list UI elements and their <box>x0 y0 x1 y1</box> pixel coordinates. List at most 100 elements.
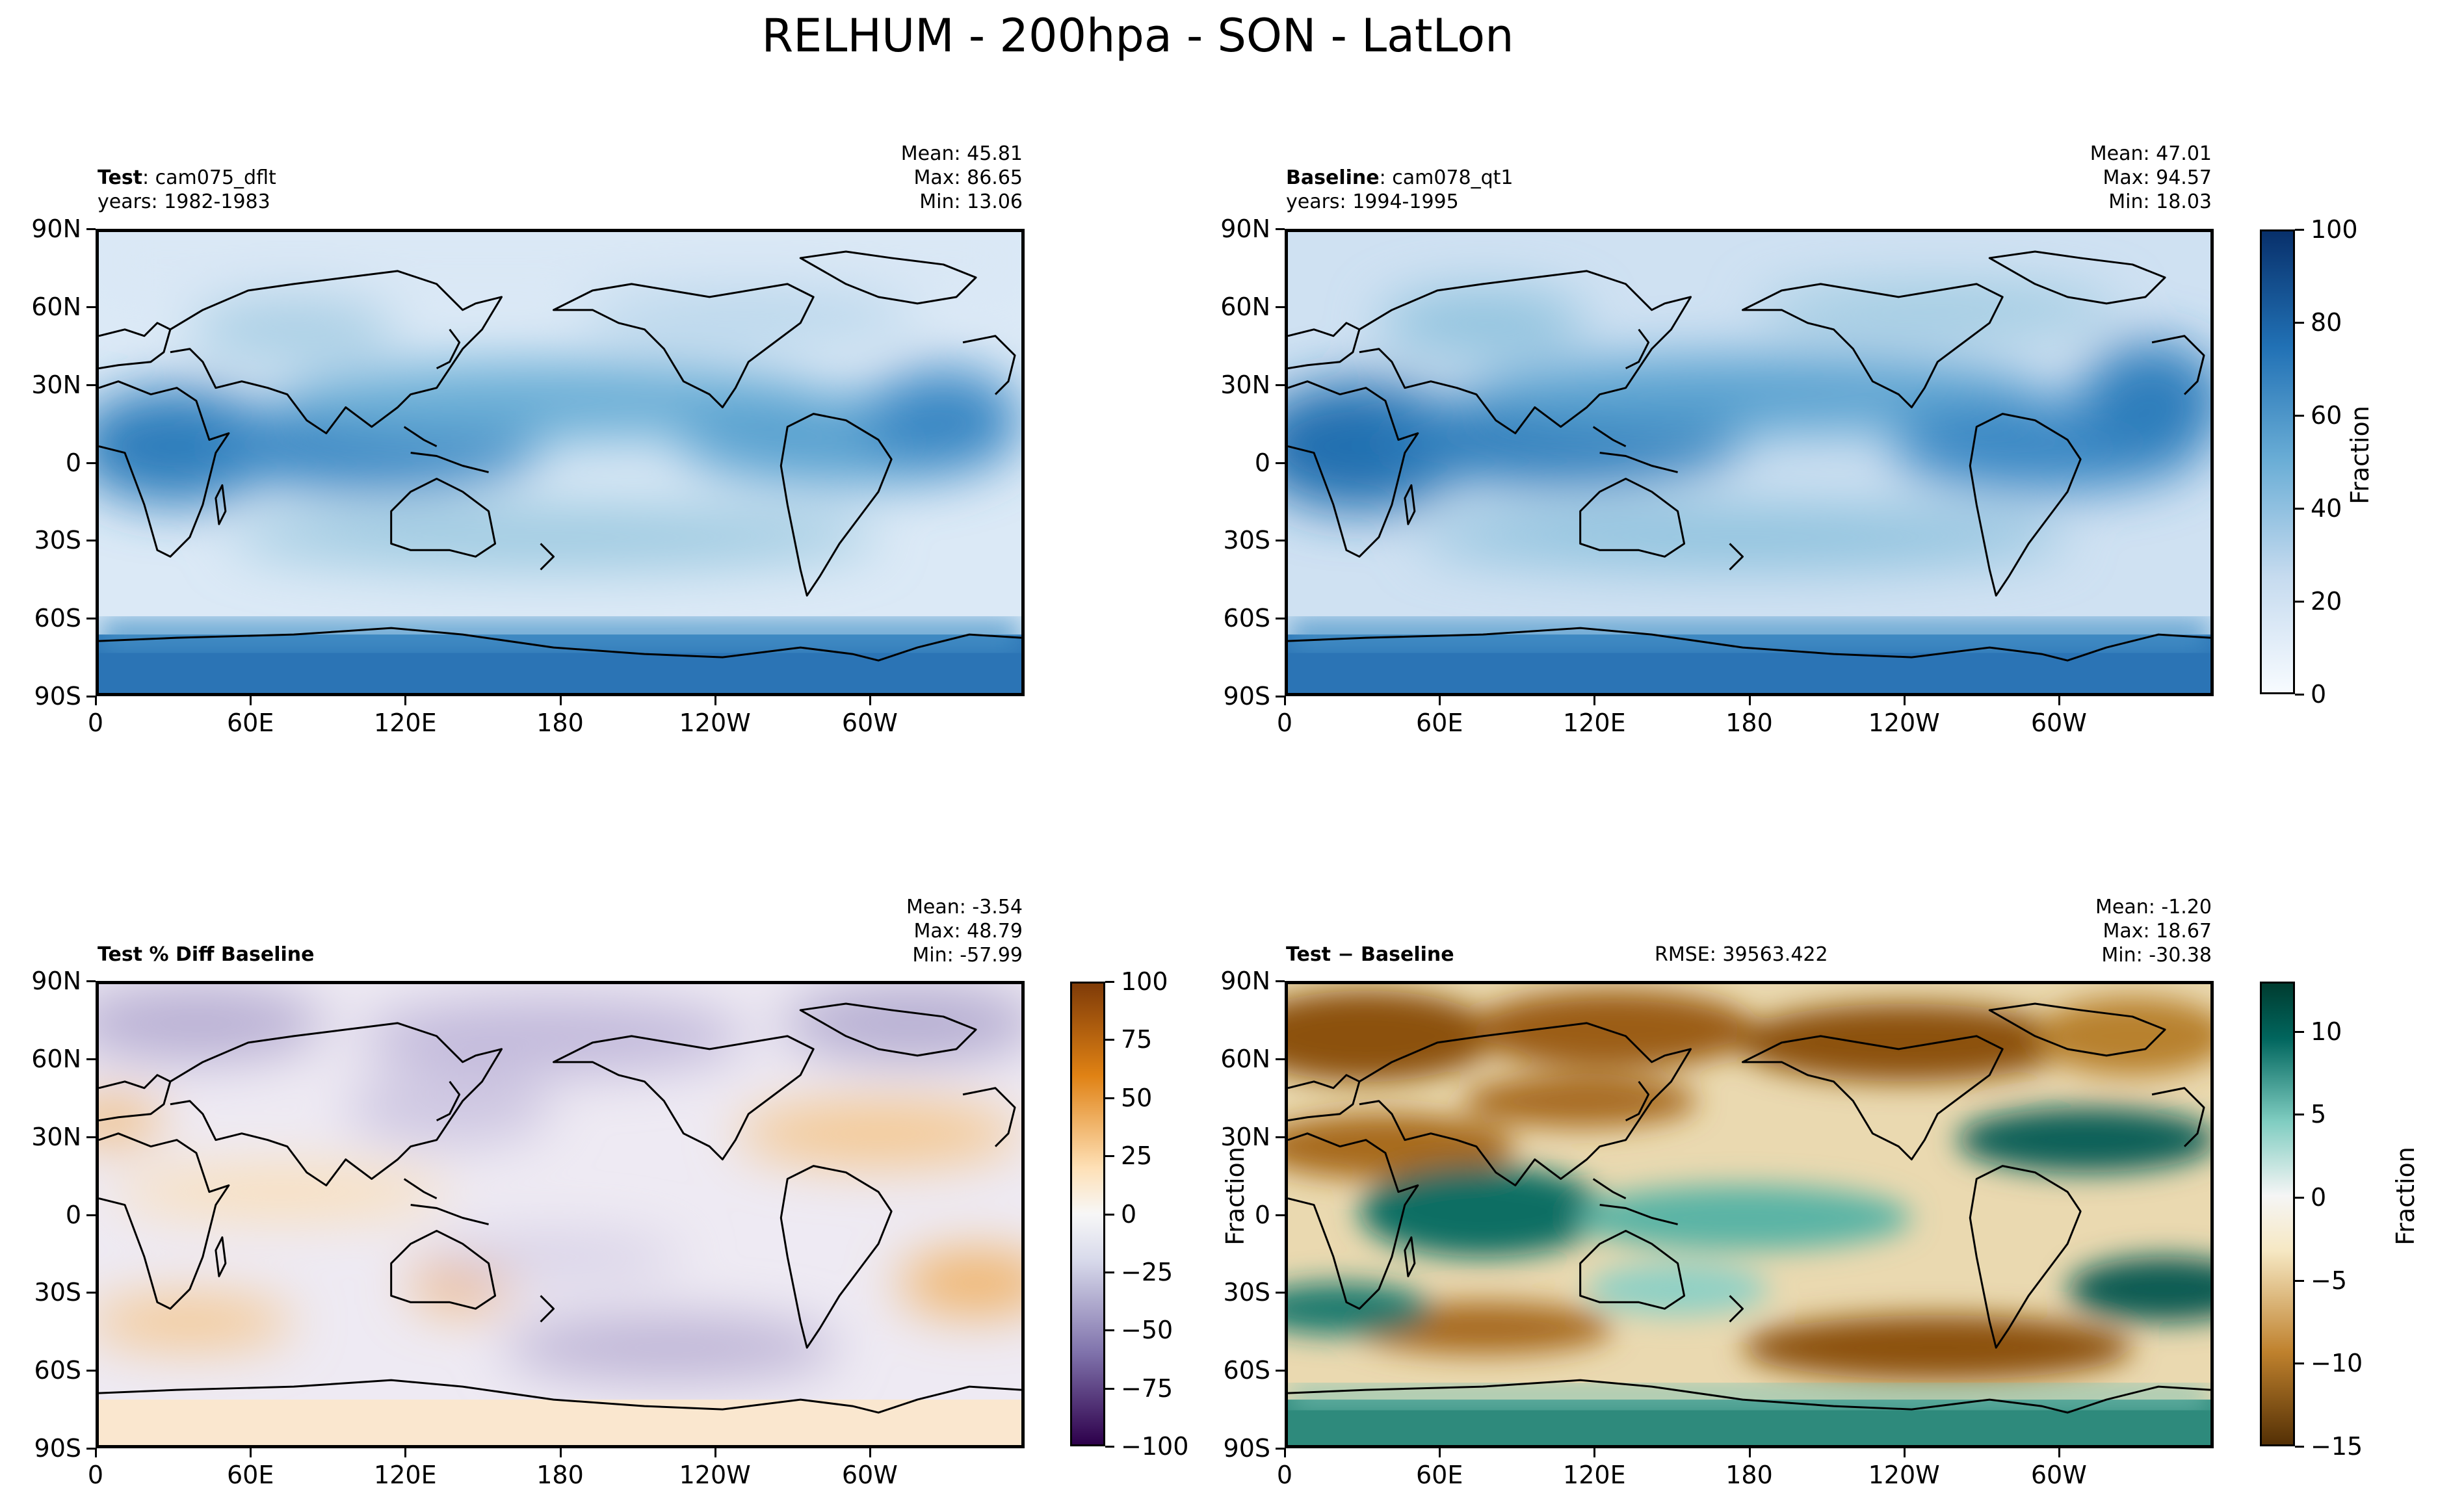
panel-diff-mean: Mean: -1.20 <box>2095 896 2212 919</box>
colorbar-tick-label: −5 <box>2311 1266 2348 1295</box>
lat-tick-mark <box>1276 696 1285 697</box>
lat-tick-label: 0 <box>65 448 81 477</box>
lat-tick-mark <box>86 696 96 697</box>
lat-tick-label: 90S <box>34 682 81 710</box>
colorbar-blues-label: Fraction <box>2346 406 2374 504</box>
lon-tick-label: 60E <box>1415 709 1463 737</box>
lat-tick-mark <box>86 462 96 464</box>
colorbar-tick-label: −100 <box>1121 1432 1189 1461</box>
lat-tick-mark <box>1276 384 1285 386</box>
colorbar-tick-label: 75 <box>1121 1025 1153 1054</box>
colorbar-tick-mark <box>1105 1446 1114 1448</box>
panel-test-years: years: 1982-1983 <box>98 190 270 213</box>
lon-tick-mark <box>250 696 252 705</box>
lon-tick-mark <box>1903 1448 1906 1457</box>
lon-tick-label: 120E <box>374 709 437 737</box>
lat-tick-label: 30N <box>31 370 81 399</box>
colorbar-tick-label: 25 <box>1121 1141 1153 1171</box>
panel-baseline-label: Baseline: cam078_qt1 <box>1286 166 1514 189</box>
lon-tick-label: 120E <box>1563 1461 1626 1489</box>
lon-tick-label: 0 <box>1276 1461 1293 1489</box>
colorbar-tick-mark <box>2295 1114 2304 1116</box>
colorbar-tick-label: 80 <box>2311 308 2342 337</box>
lat-tick-label: 60S <box>1223 1356 1270 1385</box>
lon-tick-label: 120E <box>374 1461 437 1489</box>
lat-tick-label: 90N <box>31 215 81 243</box>
lon-tick-label: 120W <box>1868 709 1940 737</box>
lon-tick-mark <box>404 696 407 705</box>
lat-tick-mark <box>1276 540 1285 542</box>
lon-tick-label: 60W <box>841 1461 898 1489</box>
panel-baseline-min: Min: 18.03 <box>2108 190 2212 213</box>
lat-tick-mark <box>1276 1214 1285 1216</box>
panel-pctdiff-mean: Mean: -3.54 <box>906 896 1023 919</box>
colorbar-tick-label: 20 <box>2311 587 2342 616</box>
lon-tick-mark <box>1593 1448 1596 1457</box>
lon-tick-label: 60W <box>2030 709 2087 737</box>
panel-diff-min: Min: -30.38 <box>2101 944 2212 967</box>
colorbar-brbg-label: Fraction <box>2391 1147 2420 1245</box>
lon-tick-label: 180 <box>536 709 584 737</box>
colorbar-tick-label: 100 <box>2311 215 2358 244</box>
map-difference <box>1285 981 2214 1448</box>
lat-tick-label: 60S <box>34 1356 81 1385</box>
lon-tick-mark <box>714 1448 716 1457</box>
panel-diff-label: Test − Baseline <box>1286 943 1454 966</box>
map-pct-diff <box>96 981 1025 1448</box>
figure-title: RELHUM - 200hpa - SON - LatLon <box>761 9 1514 62</box>
panel-test-label: Test: cam075_dflt <box>98 166 276 189</box>
colorbar-brbg <box>2260 982 2295 1446</box>
colorbar-puor <box>1070 982 1105 1446</box>
lon-tick-mark <box>1284 1448 1286 1457</box>
lat-tick-label: 60N <box>1220 1044 1270 1073</box>
lon-tick-label: 60E <box>226 1461 274 1489</box>
lon-tick-mark <box>1593 696 1596 705</box>
panel-pctdiff-min: Min: -57.99 <box>912 944 1023 967</box>
colorbar-tick-mark <box>1105 1387 1114 1390</box>
colorbar-tick-label: 50 <box>1121 1083 1153 1112</box>
panel-test-mean: Mean: 45.81 <box>900 142 1023 165</box>
lat-tick-label: 30S <box>1223 1278 1270 1307</box>
map-test-relhum <box>96 229 1025 696</box>
lat-tick-mark <box>86 1058 96 1060</box>
lat-tick-mark <box>86 1292 96 1294</box>
lon-tick-mark <box>1439 696 1441 705</box>
lon-tick-mark <box>1903 696 1906 705</box>
panel-pctdiff-max: Max: 48.79 <box>913 920 1023 943</box>
lon-tick-mark <box>559 1448 562 1457</box>
colorbar-tick-mark <box>2295 1030 2304 1033</box>
panel-baseline-years: years: 1994-1995 <box>1286 190 1459 213</box>
lat-tick-mark <box>86 540 96 542</box>
lon-tick-label: 0 <box>1276 709 1293 737</box>
lat-tick-label: 90N <box>31 967 81 995</box>
lon-tick-label: 180 <box>1725 709 1773 737</box>
lat-tick-label: 90S <box>34 1434 81 1463</box>
lat-tick-label: 60S <box>1223 604 1270 633</box>
lat-tick-mark <box>1276 1370 1285 1372</box>
lon-tick-mark <box>1439 1448 1441 1457</box>
lon-tick-label: 60E <box>1415 1461 1463 1489</box>
colorbar-tick-label: 5 <box>2311 1100 2327 1129</box>
lat-tick-mark <box>86 1370 96 1372</box>
colorbar-tick-mark <box>2295 1196 2304 1199</box>
lat-tick-mark <box>86 1136 96 1138</box>
lat-tick-mark <box>1276 1136 1285 1138</box>
lat-tick-mark <box>86 384 96 386</box>
colorbar-tick-label: −10 <box>2311 1349 2363 1378</box>
colorbar-tick-label: 10 <box>2311 1017 2342 1046</box>
lon-tick-mark <box>2058 696 2060 705</box>
lat-tick-label: 60N <box>31 1044 81 1073</box>
lon-tick-mark <box>869 696 871 705</box>
colorbar-tick-mark <box>2295 694 2304 696</box>
colorbar-tick-label: 0 <box>1121 1199 1137 1229</box>
colorbar-puor-label: Fraction <box>1221 1147 1250 1245</box>
lon-tick-label: 180 <box>1725 1461 1773 1489</box>
lon-tick-mark <box>95 696 97 705</box>
lat-tick-mark <box>1276 462 1285 464</box>
colorbar-tick-label: −50 <box>1121 1316 1173 1345</box>
lat-tick-mark <box>1276 228 1285 230</box>
colorbar-tick-label: −25 <box>1121 1257 1173 1286</box>
lat-tick-label: 60N <box>1220 292 1270 321</box>
lat-tick-mark <box>86 1214 96 1216</box>
colorbar-tick-mark <box>2295 415 2304 417</box>
